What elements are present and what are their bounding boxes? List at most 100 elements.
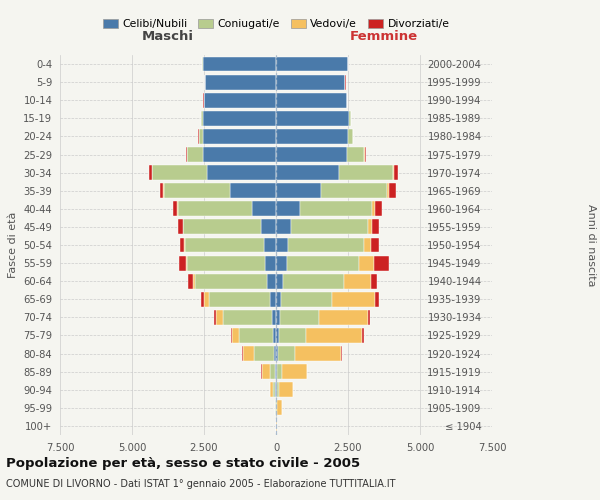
- Bar: [265, 238, 276, 252]
- Bar: [265, 256, 276, 270]
- Bar: [276, 220, 291, 234]
- Bar: [340, 165, 392, 180]
- Bar: [368, 310, 370, 325]
- Bar: [300, 202, 372, 216]
- Bar: [279, 382, 293, 397]
- Bar: [347, 147, 364, 162]
- Text: Femmine: Femmine: [350, 30, 418, 43]
- Bar: [179, 256, 185, 270]
- Bar: [375, 202, 382, 216]
- Bar: [364, 238, 371, 252]
- Bar: [344, 274, 371, 288]
- Bar: [320, 184, 387, 198]
- Bar: [183, 220, 261, 234]
- Bar: [276, 274, 283, 288]
- Bar: [178, 202, 253, 216]
- Bar: [392, 165, 394, 180]
- Bar: [341, 346, 342, 361]
- Bar: [193, 274, 196, 288]
- Text: Popolazione per età, sesso e stato civile - 2005: Popolazione per età, sesso e stato civil…: [6, 458, 360, 470]
- Bar: [276, 346, 278, 361]
- Bar: [287, 256, 359, 270]
- Bar: [276, 111, 349, 126]
- Bar: [152, 165, 207, 180]
- Bar: [273, 382, 275, 397]
- Legend: Celibi/Nubili, Coniugati/e, Vedovi/e, Divorziati/e: Celibi/Nubili, Coniugati/e, Vedovi/e, Di…: [100, 16, 452, 32]
- Bar: [277, 382, 279, 397]
- Bar: [276, 184, 320, 198]
- Bar: [276, 310, 280, 325]
- Bar: [277, 364, 283, 379]
- Bar: [203, 129, 276, 144]
- Bar: [164, 184, 230, 198]
- Bar: [276, 364, 277, 379]
- Bar: [371, 274, 377, 288]
- Bar: [253, 202, 276, 216]
- Bar: [201, 292, 204, 306]
- Bar: [272, 310, 276, 325]
- Bar: [368, 220, 372, 234]
- Bar: [160, 184, 163, 198]
- Text: COMUNE DI LIVORNO - Dati ISTAT 1° gennaio 2005 - Elaborazione TUTTITALIA.IT: COMUNE DI LIVORNO - Dati ISTAT 1° gennai…: [6, 479, 395, 489]
- Bar: [207, 165, 276, 180]
- Bar: [271, 382, 273, 397]
- Bar: [372, 220, 379, 234]
- Bar: [232, 328, 239, 343]
- Bar: [276, 56, 348, 72]
- Bar: [274, 346, 276, 361]
- Bar: [276, 292, 281, 306]
- Bar: [280, 310, 319, 325]
- Bar: [202, 111, 203, 126]
- Bar: [374, 256, 389, 270]
- Bar: [185, 238, 265, 252]
- Bar: [276, 129, 348, 144]
- Bar: [275, 382, 276, 397]
- Bar: [149, 165, 152, 180]
- Bar: [394, 165, 398, 180]
- Bar: [209, 292, 269, 306]
- Bar: [268, 274, 276, 288]
- Bar: [243, 346, 254, 361]
- Bar: [278, 328, 306, 343]
- Bar: [179, 238, 184, 252]
- Bar: [276, 93, 347, 108]
- Bar: [375, 292, 379, 306]
- Bar: [269, 292, 276, 306]
- Bar: [291, 220, 368, 234]
- Bar: [319, 310, 368, 325]
- Bar: [214, 310, 216, 325]
- Bar: [332, 292, 375, 306]
- Bar: [173, 202, 177, 216]
- Bar: [188, 274, 193, 288]
- Bar: [359, 256, 374, 270]
- Bar: [184, 238, 185, 252]
- Bar: [276, 147, 347, 162]
- Bar: [231, 328, 232, 343]
- Bar: [185, 256, 187, 270]
- Bar: [287, 238, 364, 252]
- Bar: [275, 364, 276, 379]
- Bar: [349, 111, 351, 126]
- Bar: [276, 74, 345, 90]
- Bar: [204, 93, 276, 108]
- Bar: [199, 129, 203, 144]
- Bar: [281, 292, 332, 306]
- Bar: [372, 202, 375, 216]
- Bar: [371, 238, 379, 252]
- Bar: [276, 165, 340, 180]
- Bar: [387, 184, 389, 198]
- Bar: [283, 274, 344, 288]
- Y-axis label: Fasce di età: Fasce di età: [8, 212, 17, 278]
- Bar: [203, 56, 276, 72]
- Bar: [306, 328, 362, 343]
- Bar: [216, 310, 223, 325]
- Bar: [203, 111, 276, 126]
- Bar: [187, 256, 265, 270]
- Bar: [273, 328, 276, 343]
- Bar: [196, 274, 268, 288]
- Bar: [278, 346, 295, 361]
- Bar: [276, 328, 278, 343]
- Bar: [187, 147, 203, 162]
- Text: Anni di nascita: Anni di nascita: [586, 204, 596, 286]
- Bar: [276, 238, 287, 252]
